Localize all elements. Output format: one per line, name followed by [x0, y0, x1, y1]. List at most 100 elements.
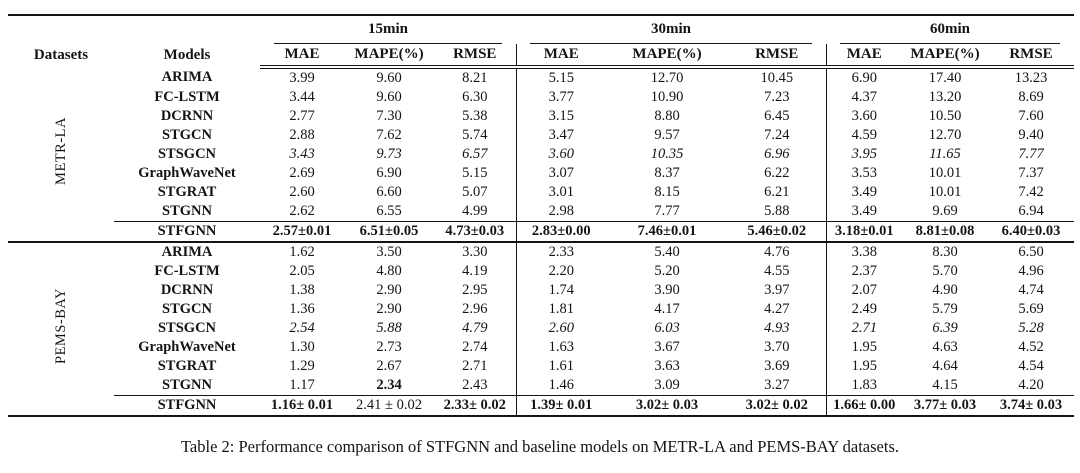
table-row: STGCN 1.36 2.90 2.96 1.81 4.17 4.27 2.49 5.79 5.6…	[8, 300, 1074, 319]
metric-value: 10.50	[928, 108, 962, 124]
group-header-15min: 15min	[260, 15, 516, 44]
metric-value: 2.95	[462, 282, 488, 298]
metric-value: 7.77	[1018, 146, 1044, 162]
metric-value: 1.61	[515, 357, 606, 376]
metric-value: 9.73	[376, 146, 402, 162]
table-row: GraphWaveNet 1.30 2.73 2.74 1.63 3.67 3.70 1.95…	[8, 338, 1074, 357]
metric-value: 3.02± 0.02	[728, 395, 826, 417]
metric-value: 9.60	[376, 89, 402, 105]
metric-value: 1.30	[289, 339, 315, 355]
metric-value: 6.39	[932, 320, 958, 336]
metric-value: 1.95	[825, 338, 902, 357]
table-body: METR-LA ARIMA 3.99 9.60 8.21 5.15 12.70 10.45 6.…	[8, 67, 1074, 417]
metric-value: 4.76	[764, 244, 790, 260]
metric-value: 1.95	[825, 357, 902, 376]
metric-value: 2.71	[825, 319, 902, 338]
metric-header-rmse-60: RMSE	[988, 44, 1074, 69]
table-row: DCRNN 2.77 7.30 5.38 3.15 8.80 6.45 3.60 10.50 7.…	[8, 107, 1074, 126]
metric-value: 1.83	[825, 376, 902, 396]
metric-value: 5.70	[932, 263, 958, 279]
metric-value: 3.95	[825, 145, 902, 164]
model-name: ARIMA	[161, 69, 213, 85]
metric-header-mae-30: MAE	[515, 44, 606, 69]
metric-value: 2.07	[825, 281, 902, 300]
metric-value: 5.46±0.02	[728, 221, 826, 243]
metric-value: 3.01	[515, 183, 606, 202]
metric-value: 3.43	[289, 146, 315, 162]
model-name: STFGNN	[114, 221, 260, 243]
table-row: PEMS-BAY ARIMA 1.62 3.50 3.30 2.33 5.40 4.76 3.3…	[8, 242, 1074, 417]
metric-value: 8.69	[1018, 89, 1044, 105]
metric-value: 4.20	[1018, 377, 1044, 393]
metric-value: 7.46±0.01	[606, 221, 728, 243]
dataset-label-cell: PEMS-BAY	[8, 242, 114, 417]
metric-value: 2.67	[376, 358, 402, 374]
table-row: FC-LSTM 2.05 4.80 4.19 2.20 5.20 4.55 2.37 5.70 4…	[8, 262, 1074, 281]
table-row: STGNN 1.17 2.34 2.43 1.46 3.09 3.27 1.83 4.15 4.2…	[8, 376, 1074, 396]
metric-value: 2.83±0.00	[515, 221, 606, 243]
metric-value: 2.96	[462, 301, 488, 317]
metric-value: 10.01	[928, 184, 962, 200]
metric-value: 7.23	[764, 89, 790, 105]
metric-value: 3.27	[764, 377, 790, 393]
metric-value: 5.15	[515, 67, 606, 88]
metric-value: 3.70	[764, 339, 790, 355]
metric-value: 6.21	[764, 184, 790, 200]
metric-value: 7.77	[654, 203, 680, 219]
metric-value: 5.74	[462, 127, 488, 143]
metric-value: 10.45	[760, 70, 794, 86]
metric-value: 1.16± 0.01	[260, 395, 344, 417]
metric-value: 6.96	[764, 146, 790, 162]
metric-value: 7.62	[376, 127, 402, 143]
metric-value: 6.55	[376, 203, 402, 219]
table-row: STFGNN 1.16± 0.01 2.41 ± 0.02 2.33± 0.02 1.3…	[8, 395, 1074, 417]
metric-value: 4.80	[376, 263, 402, 279]
table-row: STGRAT 2.60 6.60 5.07 3.01 8.15 6.21 3.49 10.01 7…	[8, 183, 1074, 202]
metric-value: 2.54	[289, 320, 315, 336]
metric-value: 8.30	[932, 244, 958, 260]
metric-value: 2.41 ± 0.02	[344, 395, 434, 417]
table-row: STSGCN 3.43 9.73 6.57 3.60 10.35 6.96 3.95 11.65…	[8, 145, 1074, 164]
metric-value: 1.29	[289, 358, 315, 374]
metric-value: 7.24	[764, 127, 790, 143]
metric-value: 2.62	[289, 203, 315, 219]
metric-header-rmse-30: RMSE	[728, 44, 826, 69]
paper-page: Datasets Models 15min 30min 60min MAE MA…	[8, 14, 1074, 456]
metric-value: 6.94	[1018, 203, 1044, 219]
metric-value: 11.65	[929, 146, 961, 162]
metric-value: 4.99	[462, 203, 488, 219]
model-name: GraphWaveNet	[138, 339, 236, 355]
metric-value: 3.18±0.01	[825, 221, 902, 243]
metric-value: 1.39± 0.01	[515, 395, 606, 417]
metric-header-mae-60: MAE	[825, 44, 902, 69]
metric-value: 9.69	[932, 203, 958, 219]
metric-value: 2.71	[462, 358, 488, 374]
metric-value: 3.69	[764, 358, 790, 374]
metric-value: 3.07	[515, 164, 606, 183]
dataset-label: METR-LA	[52, 117, 69, 185]
metric-value: 7.37	[1018, 165, 1044, 181]
model-name: STGRAT	[157, 184, 217, 200]
metric-value: 1.74	[515, 281, 606, 300]
metric-value: 4.59	[825, 126, 902, 145]
metric-value: 13.23	[1014, 70, 1048, 86]
metric-header-rmse-15: RMSE	[434, 44, 516, 69]
metric-value: 3.99	[289, 70, 315, 86]
metric-value: 7.60	[1018, 108, 1044, 124]
results-table: Datasets Models 15min 30min 60min MAE MA…	[8, 14, 1074, 417]
metric-value: 5.07	[462, 184, 488, 200]
metric-value: 6.50	[1018, 244, 1044, 260]
metric-value: 1.38	[289, 282, 315, 298]
metric-value: 10.01	[928, 165, 962, 181]
table-row: STGNN 2.62 6.55 4.99 2.98 7.77 5.88 3.49 9.69 6.9…	[8, 202, 1074, 222]
metric-value: 4.15	[932, 377, 958, 393]
metric-value: 8.15	[654, 184, 680, 200]
metric-value: 6.30	[462, 89, 488, 105]
table-row: STGRAT 1.29 2.67 2.71 1.61 3.63 3.69 1.95 4.64 4.…	[8, 357, 1074, 376]
metric-value: 6.51±0.05	[344, 221, 434, 243]
model-name: STSGCN	[157, 146, 217, 162]
metric-value: 7.42	[1018, 184, 1044, 200]
metric-value: 5.28	[1018, 320, 1044, 336]
header-metric-row: MAE MAPE(%) RMSE MAE MAPE(%) RMSE MAE MA…	[8, 44, 1074, 69]
group-label-30min: 30min	[530, 16, 812, 44]
